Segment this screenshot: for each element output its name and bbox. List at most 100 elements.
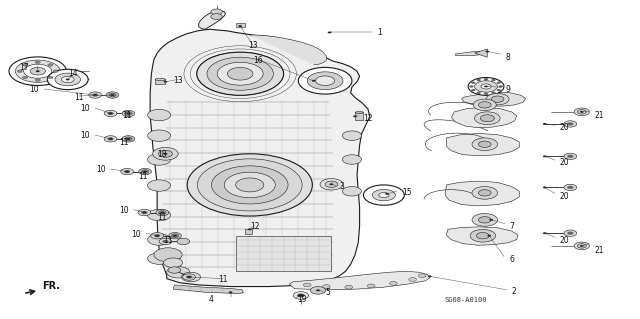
Circle shape [472, 213, 497, 226]
Circle shape [345, 285, 353, 289]
Text: 18: 18 [157, 150, 166, 159]
Circle shape [468, 78, 504, 95]
Circle shape [92, 93, 99, 97]
Polygon shape [474, 49, 487, 57]
Circle shape [480, 115, 494, 122]
Circle shape [173, 235, 177, 237]
Circle shape [148, 209, 171, 221]
Circle shape [167, 267, 189, 278]
Circle shape [53, 70, 58, 72]
Text: 3: 3 [339, 182, 344, 191]
Text: 11: 11 [119, 138, 129, 147]
Circle shape [89, 92, 102, 98]
Circle shape [15, 60, 60, 82]
Circle shape [156, 235, 159, 237]
Circle shape [472, 138, 497, 151]
Text: 11: 11 [157, 213, 166, 222]
Text: 10: 10 [119, 206, 129, 215]
Circle shape [474, 81, 497, 92]
Circle shape [164, 258, 182, 268]
Text: 1: 1 [378, 28, 382, 37]
Circle shape [161, 211, 164, 213]
Circle shape [55, 73, 81, 86]
Circle shape [574, 108, 589, 116]
Circle shape [163, 240, 169, 243]
Circle shape [172, 234, 179, 238]
Circle shape [580, 111, 584, 113]
Circle shape [484, 93, 488, 95]
Circle shape [580, 245, 584, 247]
Text: 10: 10 [132, 230, 141, 239]
Polygon shape [150, 29, 370, 286]
Circle shape [125, 137, 132, 141]
Circle shape [385, 193, 389, 195]
Text: 20: 20 [559, 236, 569, 245]
Circle shape [122, 136, 135, 142]
Circle shape [478, 217, 491, 223]
Polygon shape [447, 133, 519, 156]
Circle shape [138, 209, 151, 216]
Text: 11: 11 [164, 236, 173, 245]
Circle shape [409, 278, 417, 281]
Circle shape [9, 57, 67, 85]
Circle shape [543, 155, 547, 157]
Polygon shape [156, 79, 166, 84]
Text: 5: 5 [325, 288, 330, 297]
Circle shape [141, 211, 148, 214]
Polygon shape [289, 271, 430, 290]
Circle shape [35, 61, 40, 63]
Circle shape [211, 166, 288, 204]
Circle shape [106, 92, 119, 98]
Circle shape [217, 62, 263, 85]
Circle shape [316, 76, 335, 85]
Circle shape [567, 232, 573, 235]
Circle shape [543, 232, 547, 234]
Circle shape [478, 102, 491, 108]
Circle shape [47, 69, 88, 90]
Circle shape [143, 211, 147, 213]
Circle shape [469, 85, 473, 87]
Text: 12: 12 [364, 114, 373, 123]
Circle shape [320, 179, 343, 190]
Circle shape [127, 138, 131, 140]
Circle shape [492, 79, 495, 81]
Circle shape [168, 267, 180, 273]
Circle shape [390, 281, 397, 285]
Circle shape [342, 155, 362, 164]
Circle shape [342, 187, 362, 196]
Circle shape [564, 153, 577, 160]
Circle shape [484, 85, 488, 87]
Circle shape [108, 112, 114, 115]
Circle shape [159, 238, 172, 245]
Polygon shape [198, 11, 225, 29]
Text: 11: 11 [218, 275, 227, 284]
Polygon shape [236, 23, 244, 27]
Circle shape [472, 82, 476, 84]
Circle shape [177, 238, 189, 245]
Circle shape [109, 113, 113, 115]
Circle shape [148, 180, 171, 191]
Polygon shape [452, 107, 516, 128]
Circle shape [148, 154, 171, 165]
Circle shape [159, 211, 166, 214]
Circle shape [298, 67, 352, 94]
Polygon shape [462, 92, 525, 106]
Circle shape [316, 289, 320, 291]
Circle shape [148, 130, 171, 141]
Polygon shape [236, 236, 332, 271]
Text: 13: 13 [173, 76, 183, 85]
Circle shape [543, 123, 547, 125]
Circle shape [379, 193, 389, 197]
Circle shape [472, 187, 497, 199]
Circle shape [353, 115, 357, 117]
Circle shape [567, 122, 573, 125]
Text: 10: 10 [81, 131, 90, 140]
Text: 21: 21 [595, 246, 604, 255]
Circle shape [372, 189, 396, 201]
Circle shape [125, 112, 132, 115]
Circle shape [211, 9, 222, 15]
Circle shape [109, 138, 113, 140]
Text: 2: 2 [511, 287, 516, 296]
Circle shape [472, 89, 476, 91]
Polygon shape [445, 181, 519, 206]
